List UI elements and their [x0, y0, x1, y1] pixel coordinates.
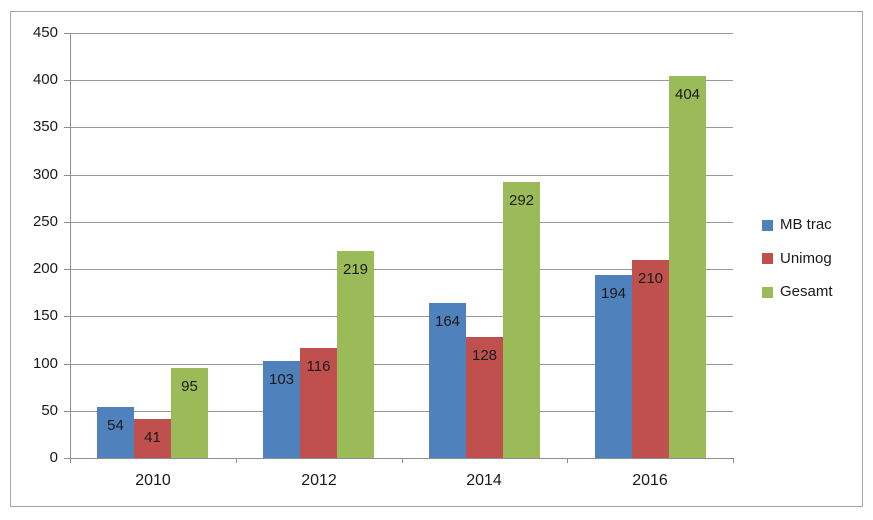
- y-axis-tick: [64, 175, 70, 176]
- legend-label: Gesamt: [780, 283, 833, 300]
- bar-gesamt: [669, 76, 706, 458]
- bar-value-label: 103: [268, 371, 295, 388]
- legend-item: Unimog: [762, 249, 832, 269]
- bar-value-label: 164: [434, 313, 461, 330]
- x-axis-category-label: 2012: [301, 472, 337, 489]
- y-axis-tick: [64, 411, 70, 412]
- y-axis-tick: [64, 80, 70, 81]
- x-axis-category-label: 2014: [466, 472, 502, 489]
- y-axis-tick-label: 0: [49, 449, 58, 466]
- bar-value-label: 128: [471, 347, 498, 364]
- y-axis-tick: [64, 364, 70, 365]
- x-axis-tick: [70, 458, 71, 463]
- y-gridline: [70, 222, 733, 223]
- x-axis-tick: [236, 458, 237, 463]
- legend-swatch-unimog: [762, 253, 773, 264]
- x-axis-tick: [733, 458, 734, 463]
- legend-item: MB trac: [762, 215, 832, 235]
- x-axis-tick: [567, 458, 568, 463]
- y-axis-tick: [64, 458, 70, 459]
- legend-label: MB trac: [780, 216, 832, 233]
- bar-unimog: [300, 348, 337, 458]
- y-gridline: [70, 33, 733, 34]
- y-axis-tick-label: 200: [32, 260, 58, 277]
- y-axis-tick-label: 450: [32, 24, 58, 41]
- bar-gesamt: [337, 251, 374, 458]
- legend-item: Gesamt: [762, 282, 833, 302]
- y-axis-tick: [64, 269, 70, 270]
- bar-value-label: 41: [144, 429, 161, 446]
- bar-unimog: [466, 337, 503, 458]
- y-axis-tick-label: 150: [32, 307, 58, 324]
- bar-value-label: 292: [508, 192, 535, 209]
- y-gridline: [70, 127, 733, 128]
- y-gridline: [70, 411, 733, 412]
- x-axis-tick: [402, 458, 403, 463]
- y-axis-tick: [64, 316, 70, 317]
- bar-value-label: 219: [342, 261, 369, 278]
- y-gridline: [70, 364, 733, 365]
- y-axis-tick: [64, 127, 70, 128]
- bar-value-label: 54: [107, 417, 124, 434]
- y-axis-tick: [64, 33, 70, 34]
- y-axis-tick-label: 50: [41, 402, 58, 419]
- legend-swatch-mb-trac: [762, 219, 773, 231]
- bar-value-label: 404: [674, 86, 701, 103]
- bar-value-label: 95: [181, 378, 198, 395]
- x-axis-category-label: 2016: [632, 472, 668, 489]
- bar-value-label: 210: [637, 270, 664, 287]
- bar-mb-trac: [97, 407, 134, 458]
- bar-gesamt: [503, 182, 540, 458]
- y-axis-tick: [64, 222, 70, 223]
- bar-gesamt: [171, 368, 208, 458]
- y-axis-line: [70, 33, 71, 458]
- bar-value-label: 116: [306, 358, 331, 375]
- x-axis-category-label: 2010: [135, 472, 171, 489]
- y-gridline: [70, 80, 733, 81]
- bar-unimog: [134, 419, 171, 458]
- bar-value-label: 194: [600, 285, 627, 302]
- legend-swatch-gesamt: [762, 286, 773, 298]
- y-gridline: [70, 175, 733, 176]
- y-axis-tick-label: 350: [32, 118, 58, 135]
- y-gridline: [70, 316, 733, 317]
- bar-mb-trac: [263, 361, 300, 458]
- y-axis-tick-label: 100: [32, 355, 58, 372]
- y-gridline: [70, 269, 733, 270]
- bar-unimog: [632, 260, 669, 458]
- legend-label: Unimog: [780, 249, 832, 267]
- y-axis-tick-label: 300: [32, 166, 58, 183]
- bar-mb-trac: [429, 303, 466, 458]
- y-axis-tick-label: 250: [32, 213, 58, 230]
- bar-mb-trac: [595, 275, 632, 458]
- y-axis-tick-label: 400: [32, 71, 58, 88]
